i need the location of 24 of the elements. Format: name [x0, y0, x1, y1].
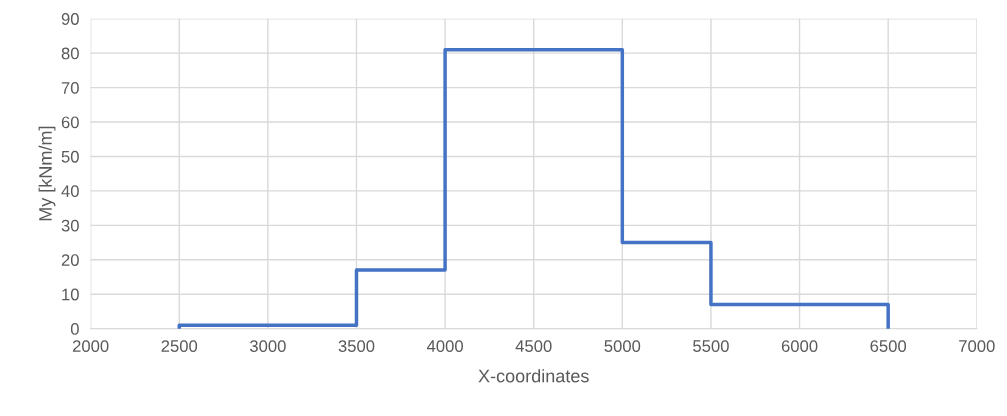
y-tick-label: 80 — [61, 47, 79, 60]
y-tick-label: 10 — [62, 288, 79, 301]
x-tick-label: 3500 — [338, 340, 375, 352]
x-tick-label: 6500 — [870, 340, 907, 352]
y-tick-label: 70 — [61, 81, 79, 94]
y-tick-label: 50 — [61, 150, 79, 163]
x-axis-title: X-coordinates — [478, 369, 589, 383]
y-tick-label: 30 — [61, 219, 79, 232]
y-tick-label: 40 — [61, 185, 79, 198]
y-tick-label: 0 — [70, 323, 79, 335]
x-tick-label: 6000 — [781, 340, 818, 352]
y-tick-label: 90 — [61, 13, 79, 25]
y-axis-title: My [kNm/m] — [38, 126, 56, 221]
x-tick-label: 5500 — [693, 340, 729, 352]
x-tick-label: 4500 — [515, 340, 552, 352]
x-tick-label: 2000 — [72, 340, 109, 352]
y-tick-label: 60 — [61, 116, 79, 129]
line-series — [177, 47, 890, 329]
x-tick-label: 5000 — [604, 340, 641, 352]
y-tick-label: 20 — [61, 254, 79, 266]
x-tick-label: 2500 — [161, 340, 198, 352]
x-tick-label: 4000 — [426, 340, 463, 352]
x-tick-label: 3000 — [249, 340, 286, 352]
x-tick-label: 7000 — [959, 340, 995, 352]
